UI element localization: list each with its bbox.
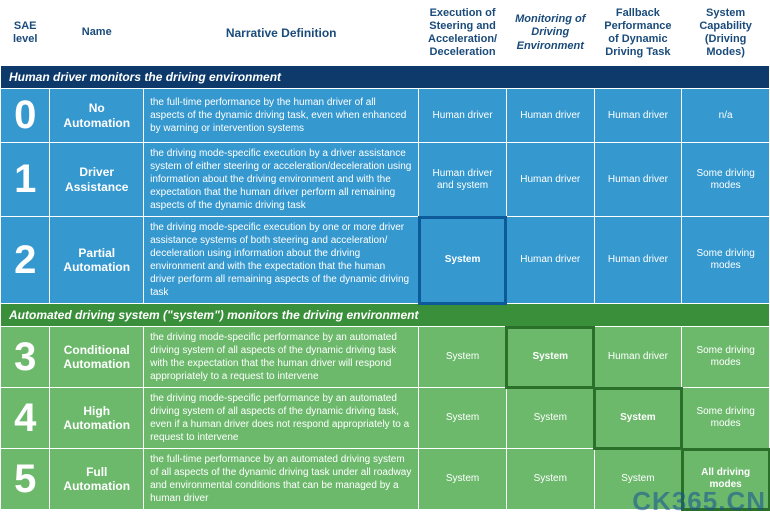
header-sae: SAE level xyxy=(1,1,50,66)
narrative-2: the driving mode-specific execution by o… xyxy=(144,217,419,304)
c4-2: System xyxy=(419,217,507,304)
c4-5: System xyxy=(419,449,507,510)
section1-label: Human driver monitors the driving enviro… xyxy=(9,70,281,84)
row-level-3: 3 Conditional Automation the driving mod… xyxy=(1,327,770,388)
c7-3: Some driving modes xyxy=(682,327,770,388)
narrative-0: the full-time performance by the human d… xyxy=(144,89,419,143)
header-capability: System Capability (Driving Modes) xyxy=(682,1,770,66)
c4-3: System xyxy=(419,327,507,388)
narrative-1: the driving mode-specific execution by a… xyxy=(144,143,419,217)
c6-5: System xyxy=(594,449,682,510)
c4-1: Human driver and system xyxy=(419,143,507,217)
c6-3: Human driver xyxy=(594,327,682,388)
c4-4: System xyxy=(419,388,507,449)
c7-4: Some driving modes xyxy=(682,388,770,449)
name-4: High Automation xyxy=(50,388,144,449)
narrative-4: the driving mode-specific performance by… xyxy=(144,388,419,449)
c6-1: Human driver xyxy=(594,143,682,217)
c7-2: Some driving modes xyxy=(682,217,770,304)
c5-0: Human driver xyxy=(506,89,594,143)
level-4: 4 xyxy=(1,388,50,449)
sae-levels-table: SAE level Name Narrative Definition Exec… xyxy=(0,0,770,510)
level-2: 2 xyxy=(1,217,50,304)
level-3: 3 xyxy=(1,327,50,388)
header-narrative: Narrative Definition xyxy=(144,1,419,66)
c7-0: n/a xyxy=(682,89,770,143)
name-2: Partial Automation xyxy=(50,217,144,304)
c6-2: Human driver xyxy=(594,217,682,304)
header-monitoring: Monitoring of Driving Environment xyxy=(506,1,594,66)
c7-1: Some driving modes xyxy=(682,143,770,217)
level-1: 1 xyxy=(1,143,50,217)
level-0: 0 xyxy=(1,89,50,143)
c5-1: Human driver xyxy=(506,143,594,217)
section-automated-system: Automated driving system ("system") moni… xyxy=(1,304,770,327)
header-row: SAE level Name Narrative Definition Exec… xyxy=(1,1,770,66)
section-human-driver: Human driver monitors the driving enviro… xyxy=(1,66,770,89)
header-execution: Execution of Steering and Acceleration/ … xyxy=(419,1,507,66)
row-level-2: 2 Partial Automation the driving mode-sp… xyxy=(1,217,770,304)
narrative-3: the driving mode-specific performance by… xyxy=(144,327,419,388)
row-level-4: 4 High Automation the driving mode-speci… xyxy=(1,388,770,449)
row-level-0: 0 No Automation the full-time performanc… xyxy=(1,89,770,143)
name-3: Conditional Automation xyxy=(50,327,144,388)
c7-5: All driving modes xyxy=(682,449,770,510)
c5-3: System xyxy=(506,327,594,388)
row-level-5: 5 Full Automation the full-time performa… xyxy=(1,449,770,510)
c6-0: Human driver xyxy=(594,89,682,143)
narrative-5: the full-time performance by an automate… xyxy=(144,449,419,510)
row-level-1: 1 Driver Assistance the driving mode-spe… xyxy=(1,143,770,217)
name-0: No Automation xyxy=(50,89,144,143)
header-fallback: Fallback Performance of Dynamic Driving … xyxy=(594,1,682,66)
c6-4: System xyxy=(594,388,682,449)
header-name: Name xyxy=(50,1,144,66)
name-1: Driver Assistance xyxy=(50,143,144,217)
c4-0: Human driver xyxy=(419,89,507,143)
level-5: 5 xyxy=(1,449,50,510)
c5-4: System xyxy=(506,388,594,449)
name-5: Full Automation xyxy=(50,449,144,510)
c5-5: System xyxy=(506,449,594,510)
c5-2: Human driver xyxy=(506,217,594,304)
section2-label: Automated driving system ("system") moni… xyxy=(9,308,418,322)
